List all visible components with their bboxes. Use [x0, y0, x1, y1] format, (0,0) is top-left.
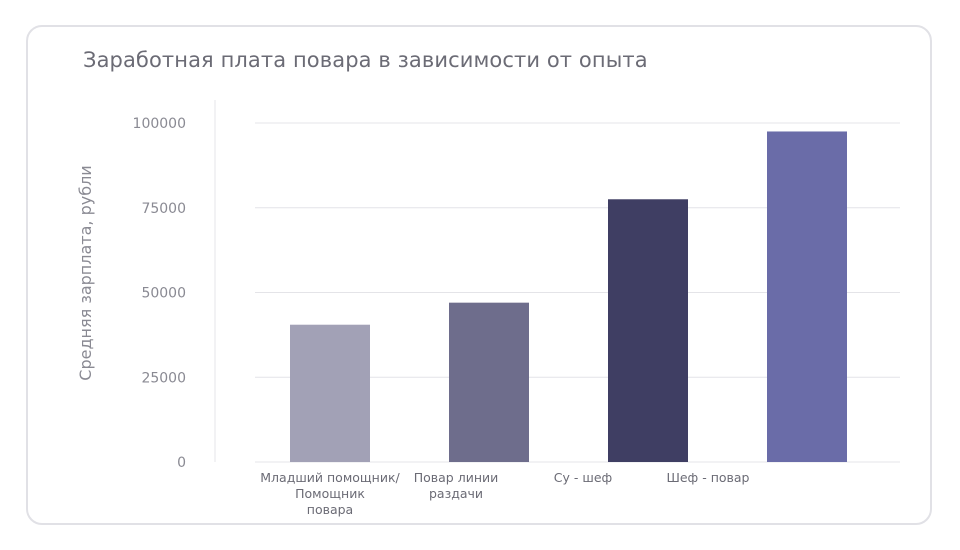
x-tick-label: Повар линии раздачи [414, 470, 499, 501]
x-tick-label: Шеф - повар [667, 470, 750, 485]
x-tick-label: Младший помощник/Помощник повара [260, 470, 400, 517]
bar [449, 302, 529, 462]
y-tick-label: 100000 [133, 116, 186, 132]
y-tick-label: 25000 [141, 370, 186, 386]
y-axis-label: Средняя зарплата, рубли [76, 165, 95, 380]
y-axis-ticks: 0 25000 50000 75000 100000 [133, 116, 186, 471]
y-tick-label: 0 [177, 455, 186, 471]
y-tick-label: 75000 [141, 201, 186, 217]
bars [290, 131, 847, 462]
x-tick-label: Су - шеф [554, 470, 612, 485]
bar [290, 324, 370, 462]
chart-title: Заработная плата повара в зависимости от… [83, 48, 648, 72]
bar [608, 199, 688, 462]
y-tick-label: 50000 [141, 286, 186, 302]
bar [767, 131, 847, 462]
x-axis-ticks: Младший помощник/Помощник повара Повар лин… [260, 470, 749, 517]
